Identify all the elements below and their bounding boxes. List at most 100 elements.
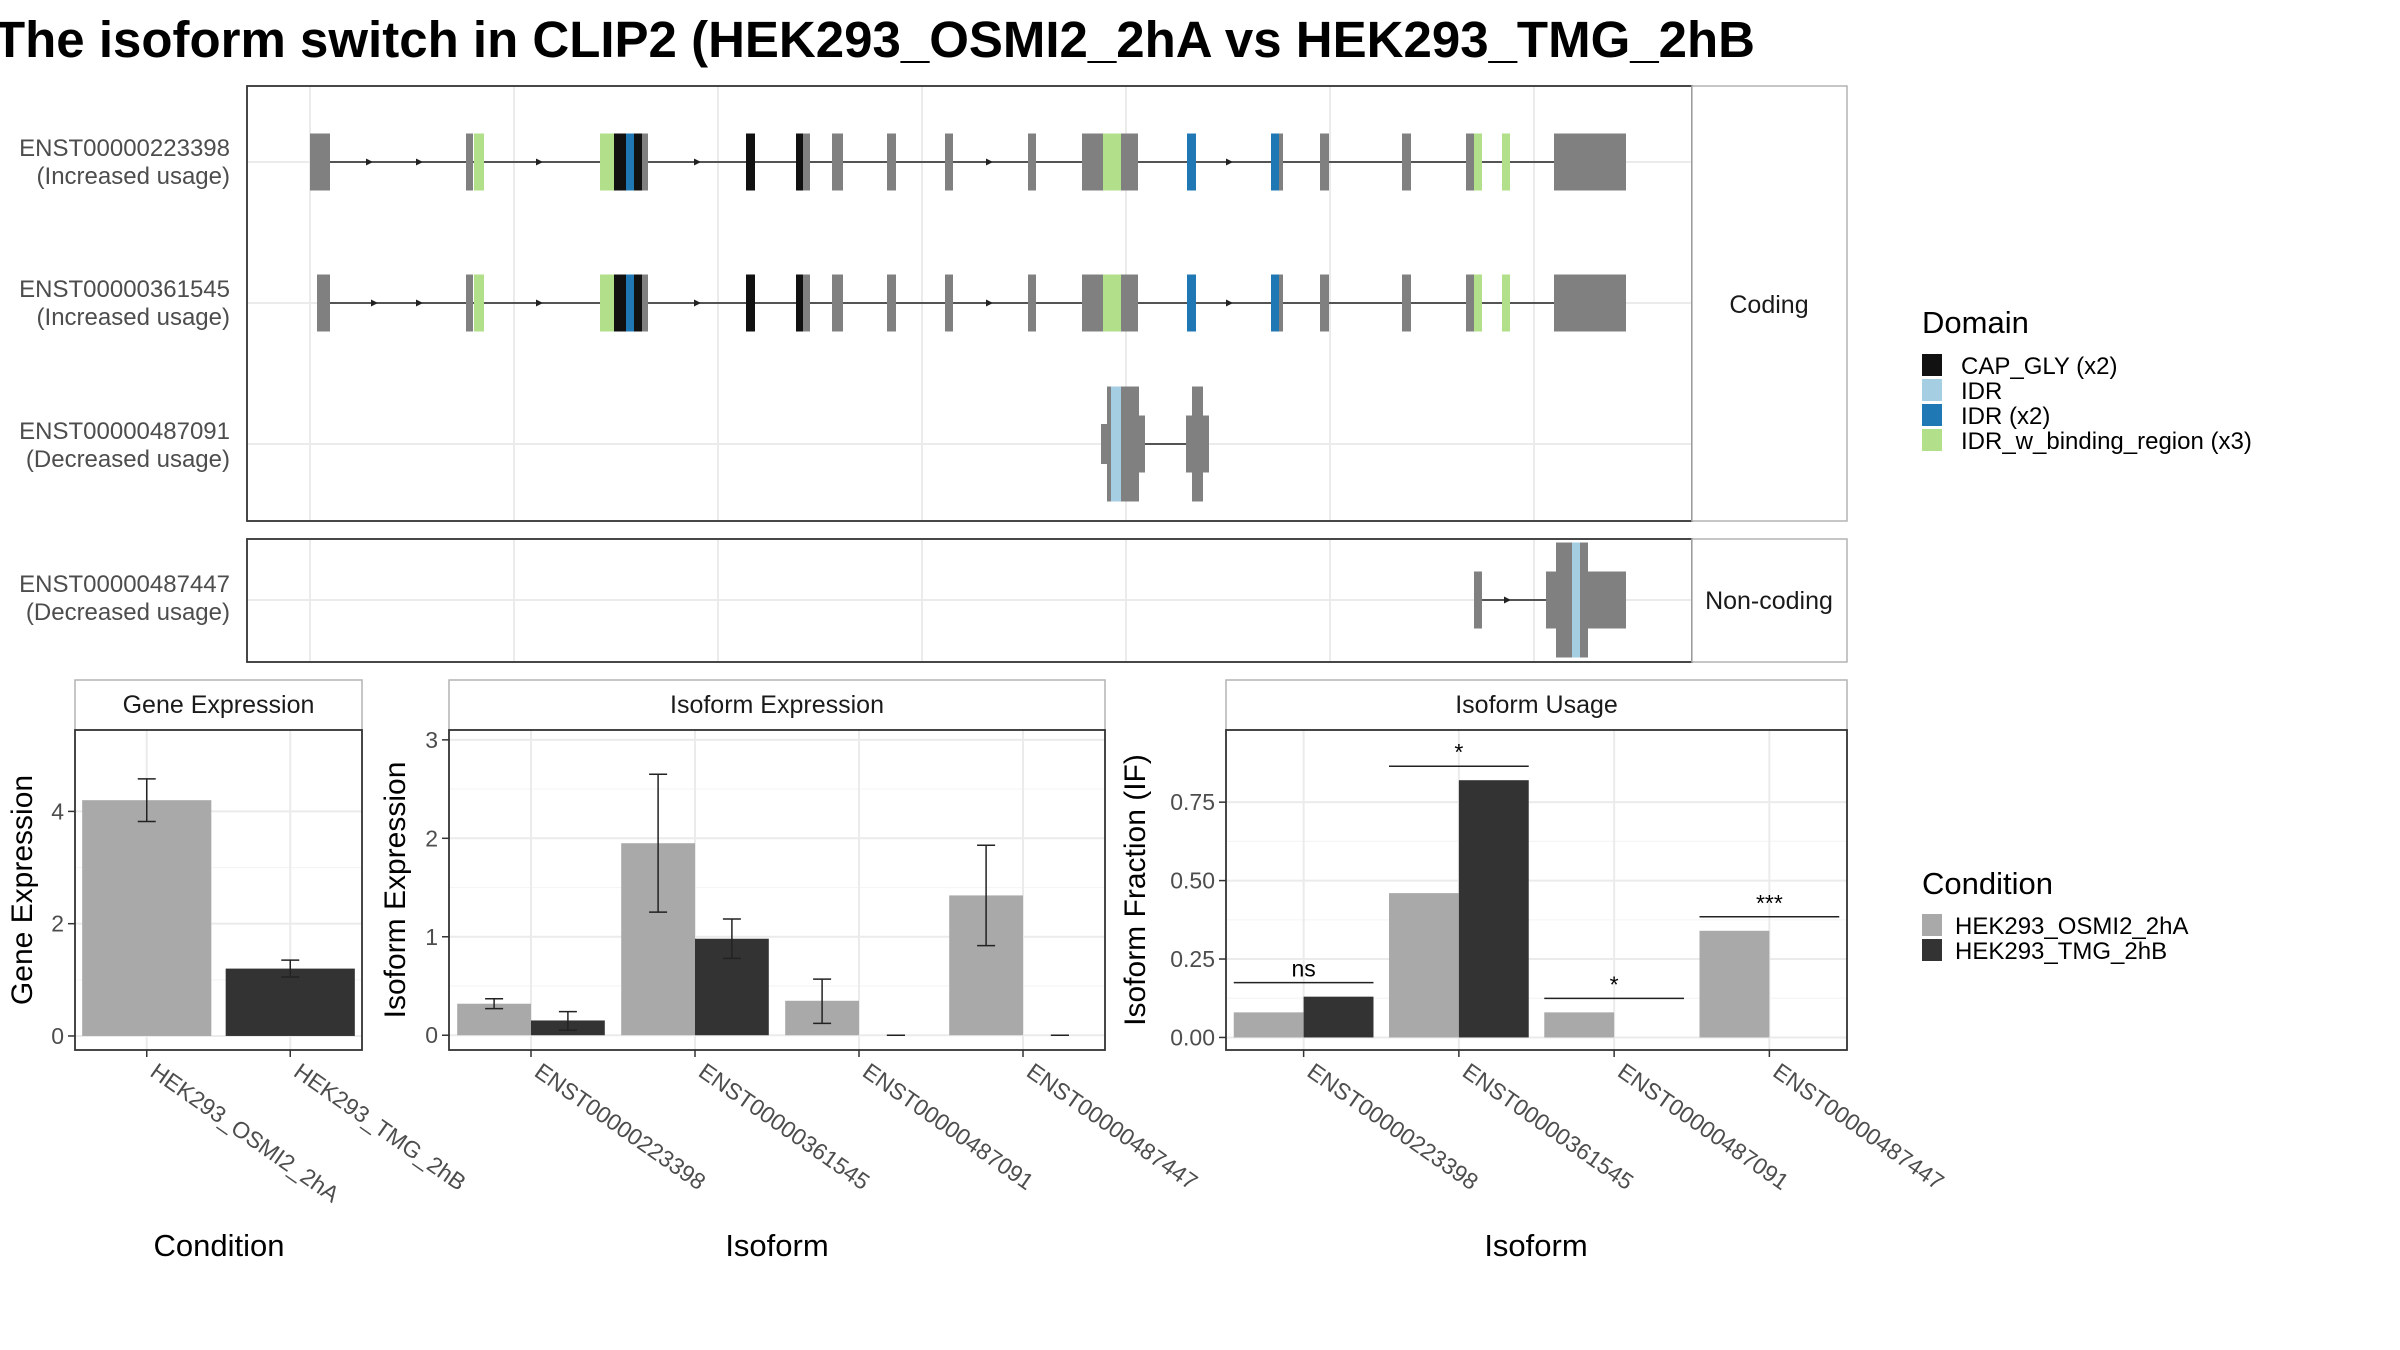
y-tick-label: 0.00 [1170,1024,1215,1050]
condition-legend: Condition HEK293_OSMI2_2hA HEK293_TMG_2h… [1922,866,2188,965]
y-tick-label: 2 [425,825,438,851]
transcript-label-3-note: (Decreased usage) [26,446,230,473]
transcript-tracks [310,133,1626,658]
exon [1082,274,1103,332]
bar [1389,893,1459,1038]
bar [82,800,212,1036]
bar [1699,930,1770,1038]
x-tick-label: ENST00000361545 [694,1058,874,1195]
exon [466,274,473,332]
isoform-expression-bars [457,773,1069,1036]
exon [796,274,803,332]
transcript-label-2-id: ENST00000361545 [19,276,230,303]
y-tick-label: 4 [51,798,64,824]
isoform-usage-x-ticks: ENST00000223398ENST00000361545ENST000004… [1303,1050,1949,1195]
legend-key-cap-gly [1922,354,1942,376]
exon [1320,274,1329,332]
exon [1107,386,1111,502]
exon [310,133,330,191]
track-enst00000487447 [1474,542,1626,658]
exon [1502,133,1510,191]
coding-strip-label: Coding [1729,291,1808,319]
exon [614,274,626,332]
significance-label: *** [1756,890,1783,916]
legend-key-idr-binding [1922,429,1942,451]
exon [887,133,896,191]
legend-label-tmg: HEK293_TMG_2hB [1955,938,2167,965]
exon [1502,274,1510,332]
gene-expression-y-ticks: 0 2 4 [51,798,75,1049]
exon [1028,274,1036,332]
exon [1402,133,1411,191]
gene-expression-panel-title: Gene Expression [123,691,315,719]
exon [832,274,843,332]
isoform-usage-frame [1225,729,1848,1051]
exon [474,274,484,332]
isoform-expression-y-axis-title: Isoform Expression [379,762,412,1019]
bar [225,968,355,1036]
exon [803,274,810,332]
exon [614,133,626,191]
strand-arrow [1504,596,1511,604]
exon [1103,133,1121,191]
exon [474,133,484,191]
legend-label-idr-binding: IDR_w_binding_region (x3) [1961,428,2252,455]
significance-label: ns [1291,956,1315,982]
strand-arrow [1226,299,1233,307]
transcript-label-4-id: ENST00000487447 [19,571,230,598]
strand-arrow [536,299,543,307]
exon [887,274,896,332]
exon [1121,386,1139,502]
noncoding-strip [1691,538,1848,663]
y-tick-label: 0.75 [1170,789,1215,815]
y-tick-label: 0 [51,1023,64,1049]
strand-arrow [694,158,701,166]
strand-arrow [416,299,423,307]
isoform-expression-y-ticks: 0 1 2 3 [425,727,449,1048]
bar [1233,1012,1304,1038]
exon [642,133,648,191]
exon [1101,424,1107,464]
exon [466,133,473,191]
exon [1546,571,1556,629]
exon [1474,571,1482,629]
track-enst00000223398 [310,133,1626,191]
strand-arrow [416,158,423,166]
x-tick-label: ENST00000487447 [1769,1058,1949,1195]
exon [796,133,803,191]
noncoding-strip-label: Non-coding [1705,587,1833,615]
exon [1572,542,1580,658]
domain-legend-title: Domain [1922,305,2029,340]
exon [600,274,614,332]
isoform-expression-x-axis-title: Isoform [725,1228,828,1263]
strand-arrow [366,158,373,166]
significance-label: * [1610,971,1619,997]
exon [1203,415,1209,473]
exon [1139,415,1145,473]
strand-arrow [986,299,993,307]
exon [1187,133,1196,191]
y-tick-label: 0.25 [1170,946,1215,972]
bar [1544,1012,1615,1038]
transcript-label-1-id: ENST00000223398 [19,135,230,162]
y-tick-label: 0 [425,1022,438,1048]
transcript-labels: ENST00000223398 (Increased usage) ENST00… [19,135,230,626]
exon [1474,274,1482,332]
exon [1556,274,1626,332]
legend-key-idr-x2 [1922,404,1942,426]
y-tick-label: 1 [425,924,438,950]
isoform-usage-y-axis-title: Isoform Fraction (IF) [1119,754,1152,1026]
x-tick-label: ENST00000223398 [1303,1058,1483,1195]
domain-legend: Domain CAP_GLY (x2) IDR IDR (x2) IDR_w_b… [1922,305,2252,455]
exon [1402,274,1411,332]
exon [746,133,755,191]
track-enst00000487091 [1101,386,1209,502]
exon [1121,274,1138,332]
exon [803,133,810,191]
strand-arrow [371,299,378,307]
gene-expression-y-axis-title: Gene Expression [6,775,39,1005]
legend-label-idr: IDR [1961,378,2002,405]
legend-key-osmi2 [1922,914,1942,936]
exon [626,133,634,191]
exon [1279,133,1283,191]
